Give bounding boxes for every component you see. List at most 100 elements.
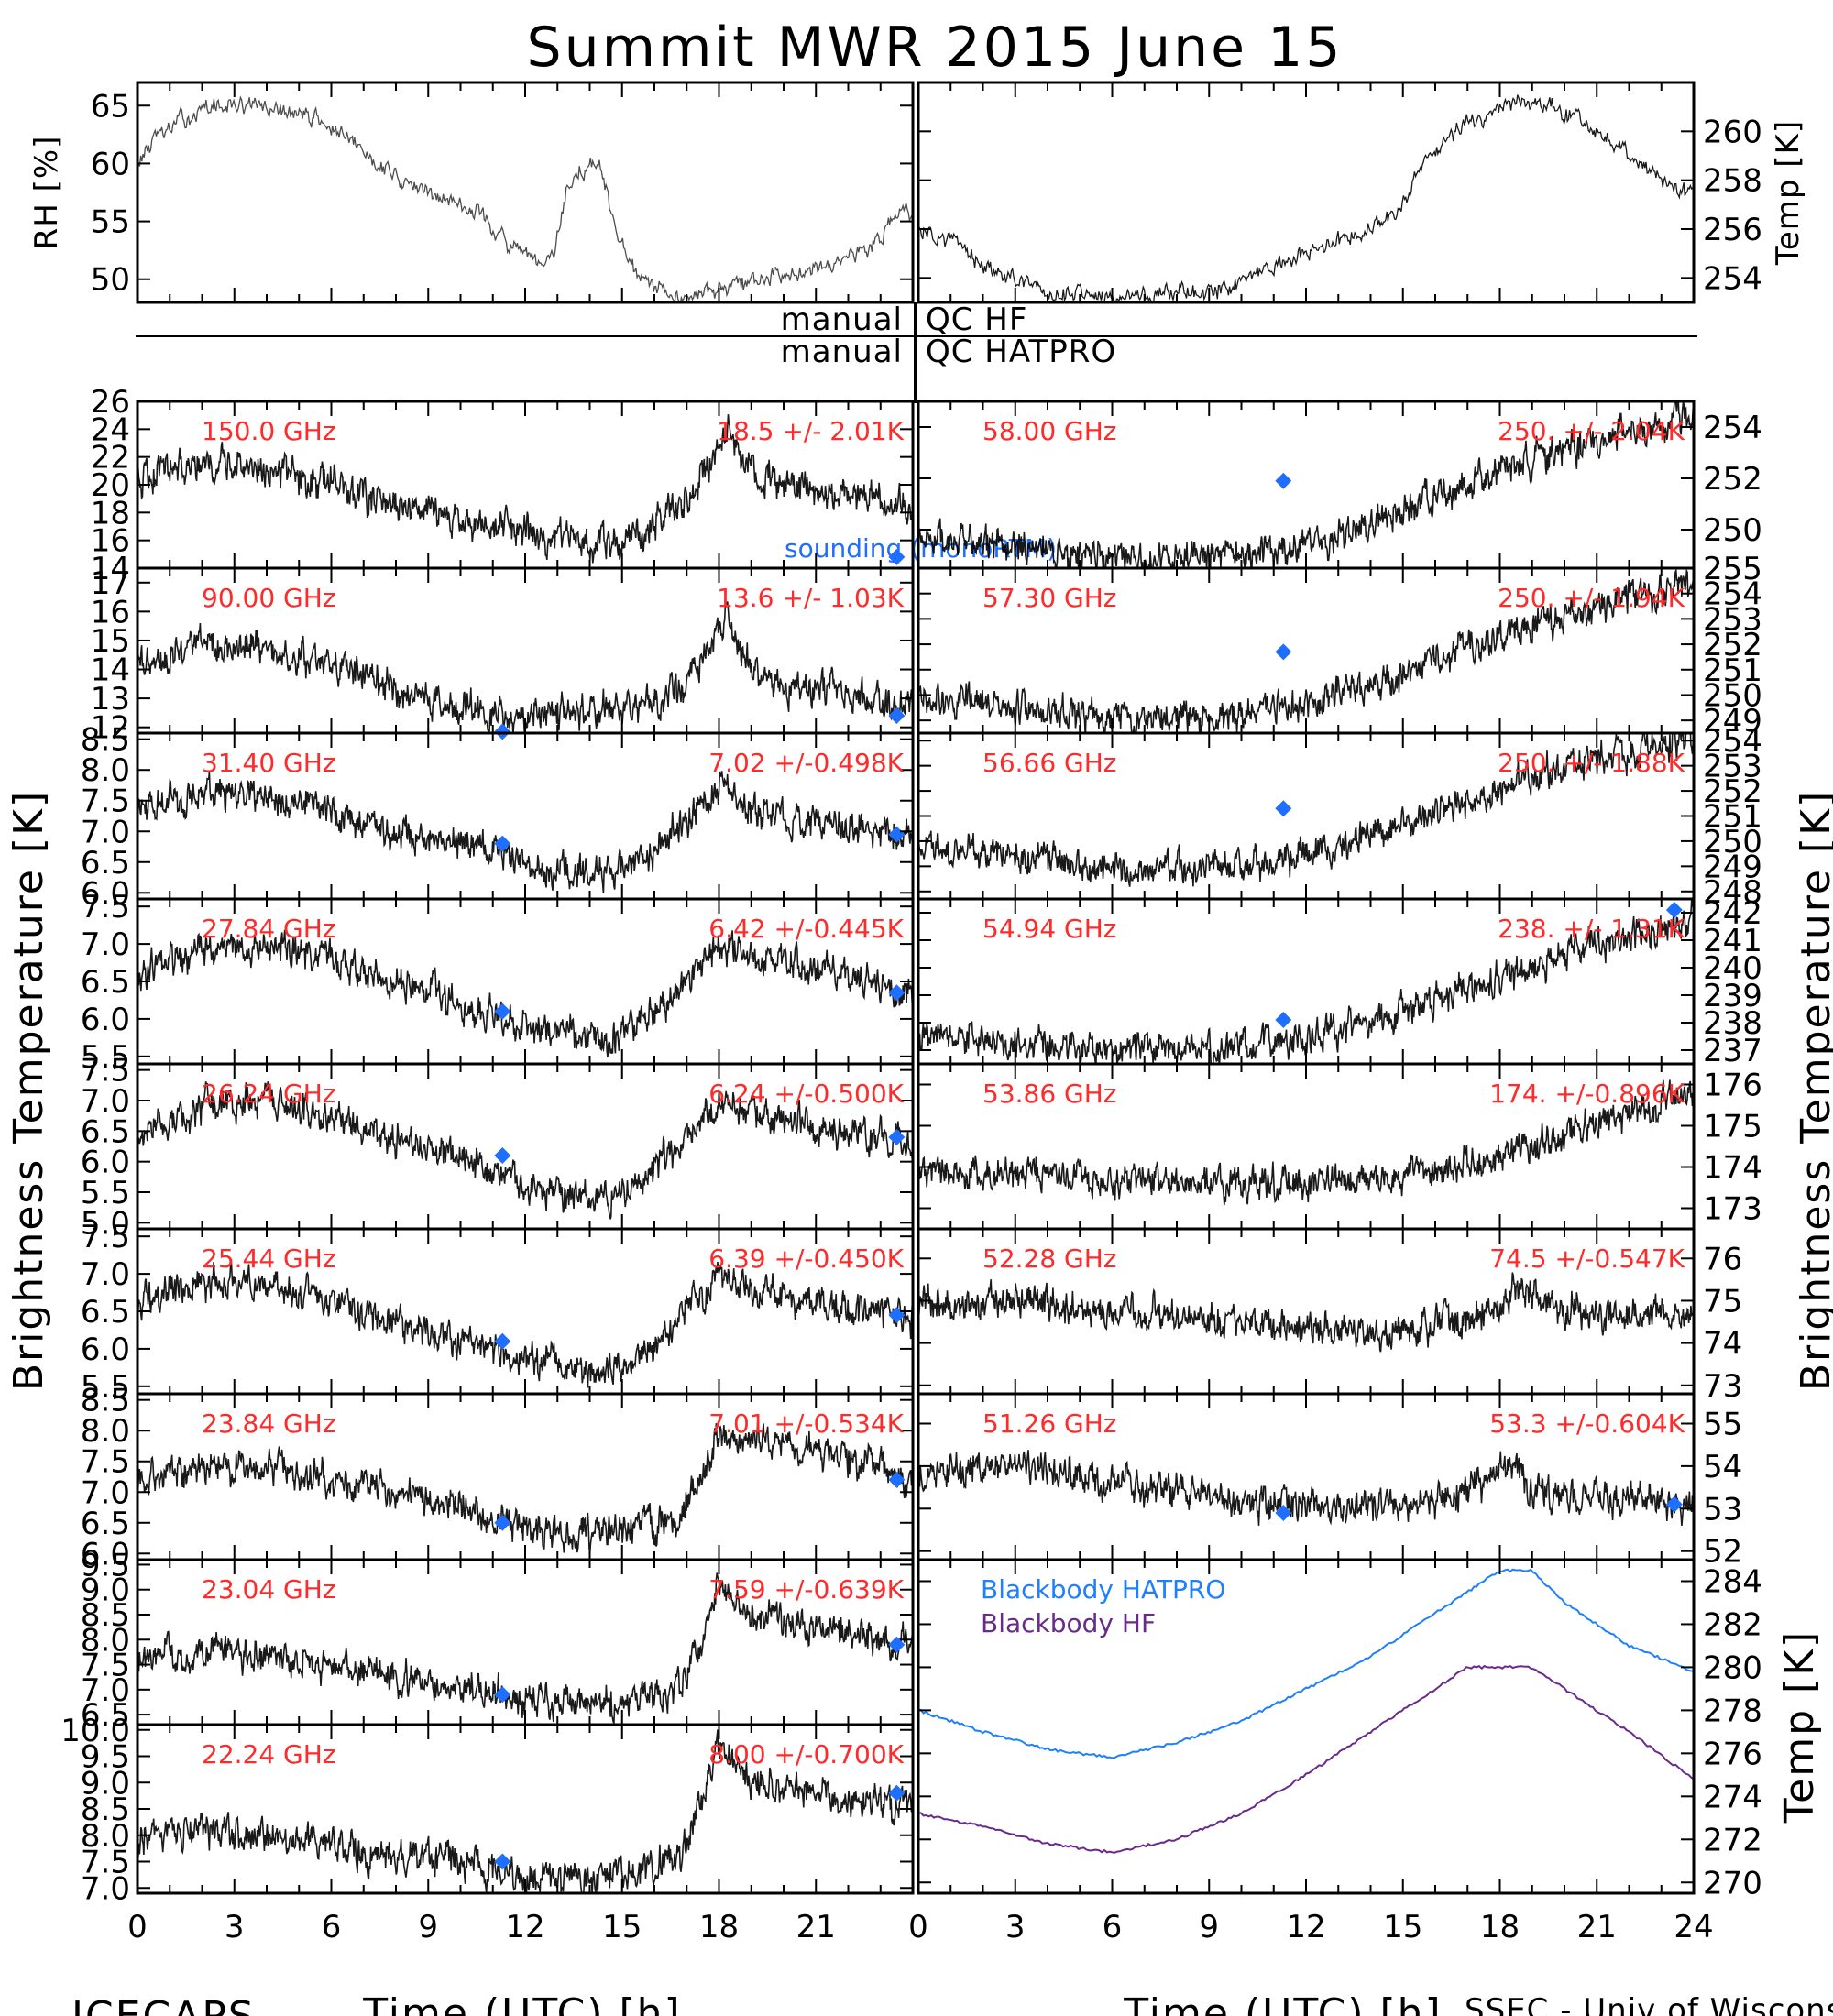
y-tick-label: 7.0: [81, 814, 130, 850]
chart-title: Summit MWR 2015 June 15: [527, 16, 1344, 80]
bb-temp-axis-label: Temp [K]: [1776, 1630, 1823, 1824]
y-tick-label: 53: [1703, 1491, 1742, 1528]
sounding-marker-0: [494, 1514, 511, 1531]
y-tick-label: 250: [1703, 677, 1762, 714]
data-trace: [137, 1258, 913, 1388]
stats-label: 6.42 +/-0.445K: [708, 914, 904, 944]
sounding-marker-1: [888, 1129, 906, 1145]
frequency-label: 51.26 GHz: [982, 1408, 1117, 1439]
frequency-label: 53.86 GHz: [982, 1079, 1117, 1109]
y-tick-label: 256: [1703, 212, 1762, 248]
sounding-marker-1: [888, 1471, 906, 1488]
sounding-marker-0: [1275, 472, 1292, 489]
data-trace: [137, 1572, 913, 1725]
frequency-label: 31.40 GHz: [202, 748, 336, 778]
y-tick-label: 253: [1703, 601, 1762, 638]
y-tick-label: 6.5: [81, 964, 130, 1001]
y-tick-label: 73: [1703, 1368, 1742, 1405]
y-tick-label: 254: [1703, 576, 1762, 613]
temp-axis-label: Temp [K]: [1770, 120, 1806, 266]
data-trace: [137, 1420, 913, 1553]
y-tick-label: 22: [91, 440, 130, 477]
y-tick-label: 8.5: [81, 1597, 130, 1634]
y-tick-label: 270: [1703, 1865, 1762, 1901]
x-tick-label: 3: [1005, 1909, 1026, 1945]
panel-51-26: 52 53 54 55 51.26 GHz 53.3 +/-0.604K: [916, 1392, 1742, 1571]
sounding-marker-0: [494, 1147, 511, 1164]
x-tick-label: 18: [699, 1909, 739, 1945]
footer-right: SSEC - Univ of Wisconsin: [1465, 1992, 1833, 2016]
sounding-marker-0: [1275, 1012, 1292, 1028]
sounding-marker-0: [494, 1686, 511, 1704]
stats-label: 238. +/- 1.31K: [1498, 914, 1685, 944]
stats-label: 250. +/- 1.94K: [1498, 583, 1685, 613]
y-tick-label: 16: [91, 594, 130, 630]
sounding-marker-1: [888, 707, 906, 725]
y-tick-label: 249: [1703, 849, 1762, 885]
sounding-marker-0: [888, 548, 906, 565]
y-tick-label: 249: [1703, 703, 1762, 740]
y-tick-label: 242: [1703, 895, 1762, 932]
y-tick-label: 7.5: [81, 889, 130, 926]
y-tick-label: 251: [1703, 652, 1762, 689]
y-tick-label: 9.5: [81, 1547, 130, 1583]
sounding-marker-0: [494, 1332, 511, 1350]
legend-entry-0: Blackbody HATPRO: [981, 1574, 1225, 1605]
stats-label: 7.01 +/-0.534K: [708, 1408, 904, 1439]
frequency-label: 58.00 GHz: [982, 416, 1117, 446]
stats-label: 6.39 +/-0.450K: [708, 1244, 904, 1274]
sounding-marker-1: [1665, 1496, 1683, 1513]
frequency-label: 150.0 GHz: [202, 416, 336, 446]
y-tick-label: 252: [1703, 627, 1762, 663]
qc-hf-manual-label: manual: [781, 301, 903, 338]
x-tick-label: 15: [602, 1909, 642, 1945]
y-tick-label: 6.5: [81, 1506, 130, 1542]
y-tick-label: 55: [1703, 1406, 1742, 1442]
y-tick-label: 7.5: [81, 783, 130, 820]
y-tick-label: 237: [1703, 1033, 1762, 1069]
legend-entry-1: Blackbody HF: [981, 1608, 1156, 1638]
frequency-label: 57.30 GHz: [982, 583, 1117, 613]
x-tick-label: 0: [127, 1909, 148, 1945]
y-tick-label: 7.0: [81, 1083, 130, 1120]
data-trace: [918, 1450, 1694, 1526]
stats-label: 7.59 +/-0.639K: [708, 1574, 904, 1605]
stats-label: 8.00 +/-0.700K: [708, 1739, 904, 1769]
y-tick-label: 8.5: [81, 1791, 130, 1828]
panel-26-24: 5.05.56.06.57.07.5 26.24 GHz 6.24 +/-0.500…: [81, 1053, 915, 1242]
rh-axis-label: RH [%]: [28, 136, 65, 250]
y-tick-label: 8.0: [81, 1622, 130, 1659]
sounding-marker-0: [1275, 1504, 1292, 1521]
sounding-marker-0: [1275, 643, 1292, 661]
y-tick-label: 7.0: [81, 1870, 130, 1907]
y-tick-label: 258: [1703, 163, 1762, 200]
x-tick-label: 6: [322, 1909, 342, 1945]
sounding-marker-0: [494, 835, 511, 852]
frequency-label: 90.00 GHz: [202, 583, 336, 613]
y-tick-label: 6.0: [81, 1002, 130, 1038]
y-tick-label: 5.5: [81, 1369, 130, 1406]
sounding-marker-1: [888, 984, 906, 1002]
y-tick-label: 9.5: [81, 1739, 130, 1776]
frequency-label: 56.66 GHz: [982, 748, 1117, 778]
x-tick-label: 24: [1674, 1909, 1713, 1945]
qc-hatpro-label: QC HATPRO: [926, 334, 1116, 370]
y-tick-label: 284: [1703, 1563, 1762, 1600]
series-line-0: [918, 1568, 1694, 1759]
footer-left: ICECAPS: [71, 1993, 256, 2016]
data-trace: [137, 414, 913, 564]
y-tick-label: 14: [91, 652, 130, 689]
frequency-label: 52.28 GHz: [982, 1244, 1117, 1274]
x-axis-label-left: Time (UTC) [h]: [362, 1990, 681, 2016]
y-tick-label: 7.5: [81, 1444, 130, 1481]
y-tick-label: 238: [1703, 1005, 1762, 1042]
sounding-marker-1: [888, 1784, 906, 1802]
frequency-label: 23.04 GHz: [202, 1574, 336, 1605]
y-tick-label: 17: [91, 565, 130, 602]
y-tick-label: 250: [1703, 824, 1762, 860]
y-tick-label: 74: [1703, 1326, 1742, 1363]
